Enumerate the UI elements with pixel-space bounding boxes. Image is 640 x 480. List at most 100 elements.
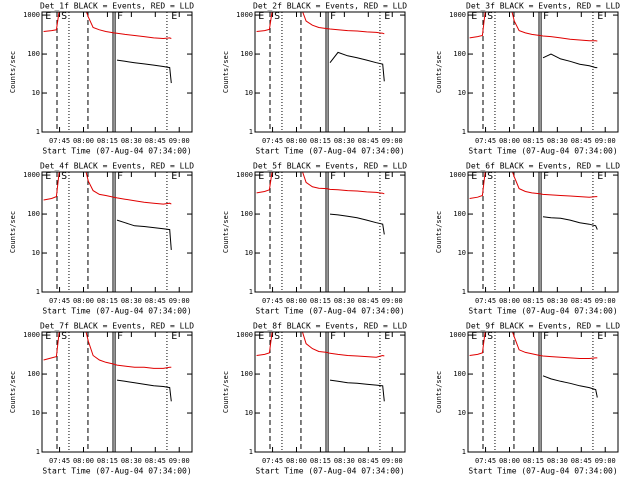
x-tick-label: 08:00 (499, 137, 520, 145)
series-line (116, 59, 172, 84)
annotation: S (61, 331, 67, 342)
plot-frame (467, 11, 619, 133)
series-line (256, 332, 385, 358)
x-tick-label: 08:15 (523, 137, 544, 145)
annotation: E (45, 331, 51, 342)
x-tick-label: 08:30 (334, 457, 355, 465)
y-tick-label: 100 (27, 370, 40, 378)
annotation: E (258, 171, 264, 182)
x-tick-label: 08:30 (547, 457, 568, 465)
y-tick-label: 1000 (236, 331, 253, 339)
y-tick-label: 1000 (449, 11, 466, 19)
x-tick-label: 08:15 (97, 297, 118, 305)
annotation: E (171, 11, 177, 22)
annotation: S (274, 331, 280, 342)
y-axis-label: Counts/sec (222, 371, 230, 413)
y-tick-label: 10 (245, 249, 253, 257)
x-tick-label: 07:45 (262, 137, 283, 145)
y-tick-label: 1 (249, 128, 253, 136)
y-axis-label: Counts/sec (435, 51, 443, 93)
annotation: E (471, 171, 477, 182)
annotation: S (61, 11, 67, 22)
x-tick-label: 08:30 (121, 457, 142, 465)
plot-frame (41, 171, 193, 293)
y-tick-label: 1000 (449, 331, 466, 339)
annotation: E (471, 331, 477, 342)
x-tick-label: 08:45 (571, 297, 592, 305)
plot-frame (254, 331, 406, 453)
chart-title: Det_5f BLACK = Events, RED = LLD (253, 162, 407, 171)
y-axis-label: Counts/sec (9, 371, 17, 413)
x-tick-label: 08:00 (73, 297, 94, 305)
x-tick-label: 08:45 (145, 297, 166, 305)
annotation: E (384, 171, 390, 182)
annotation: E (597, 11, 603, 22)
series-line (329, 213, 385, 235)
x-tick-label: 09:00 (382, 297, 403, 305)
x-tick-label: 08:00 (499, 297, 520, 305)
x-axis-label: Start Time (07-Aug-04 07:34:00) (468, 467, 617, 476)
x-axis-label: Start Time (07-Aug-04 07:34:00) (42, 307, 191, 316)
series-line (469, 12, 598, 42)
chart-title: Det_3f BLACK = Events, RED = LLD (466, 2, 620, 11)
y-tick-label: 1 (462, 448, 466, 456)
y-tick-label: 1 (36, 448, 40, 456)
series-line (116, 219, 172, 250)
x-tick-label: 08:45 (145, 137, 166, 145)
panel: Det_7f BLACK = Events, RED = LLD Start Ti… (9, 322, 194, 476)
annotation: E (597, 331, 603, 342)
plot-frame (254, 171, 406, 293)
x-tick-label: 08:30 (121, 137, 142, 145)
y-axis-label: Counts/sec (222, 211, 230, 253)
x-tick-label: 08:45 (145, 457, 166, 465)
y-tick-label: 1000 (23, 171, 40, 179)
y-tick-label: 10 (245, 89, 253, 97)
x-tick-label: 09:00 (595, 457, 616, 465)
x-tick-label: 08:30 (334, 137, 355, 145)
x-axis-label: Start Time (07-Aug-04 07:34:00) (255, 307, 404, 316)
y-tick-label: 1 (462, 128, 466, 136)
chart-title: Det_7f BLACK = Events, RED = LLD (40, 322, 194, 331)
series-line (43, 332, 172, 369)
x-tick-label: 09:00 (382, 137, 403, 145)
panel: Det_6f BLACK = Events, RED = LLD Start Ti… (435, 162, 620, 316)
x-tick-label: 08:30 (547, 137, 568, 145)
series-line (256, 172, 385, 195)
series-line (43, 172, 172, 205)
annotation: S (487, 11, 493, 22)
series-line (43, 12, 172, 40)
annotation: S (274, 171, 280, 182)
annotation: F (117, 171, 123, 182)
y-axis-label: Counts/sec (9, 211, 17, 253)
y-tick-label: 100 (453, 210, 466, 218)
x-tick-label: 08:30 (334, 297, 355, 305)
series-line (542, 216, 598, 230)
x-tick-label: 08:30 (547, 297, 568, 305)
x-tick-label: 09:00 (169, 297, 190, 305)
panel: Det_9f BLACK = Events, RED = LLD Start Ti… (435, 322, 620, 476)
annotation: E (45, 171, 51, 182)
plot-frame (41, 11, 193, 133)
x-tick-label: 08:15 (97, 137, 118, 145)
y-tick-label: 100 (240, 370, 253, 378)
panel: Det_3f BLACK = Events, RED = LLD Start Ti… (435, 2, 620, 156)
plot-frame (254, 11, 406, 133)
x-tick-label: 08:15 (523, 457, 544, 465)
y-tick-label: 1 (249, 288, 253, 296)
plot-frame (467, 171, 619, 293)
x-tick-label: 08:00 (286, 297, 307, 305)
annotation: E (171, 331, 177, 342)
y-tick-label: 10 (32, 409, 40, 417)
y-tick-label: 1000 (236, 171, 253, 179)
x-tick-label: 07:45 (262, 297, 283, 305)
annotation: E (258, 331, 264, 342)
x-axis-label: Start Time (07-Aug-04 07:34:00) (42, 467, 191, 476)
x-tick-label: 08:00 (499, 457, 520, 465)
y-tick-label: 10 (458, 249, 466, 257)
x-tick-label: 08:15 (97, 457, 118, 465)
annotation: E (384, 331, 390, 342)
annotation: E (597, 171, 603, 182)
y-tick-label: 1000 (449, 171, 466, 179)
series-line (329, 379, 385, 402)
